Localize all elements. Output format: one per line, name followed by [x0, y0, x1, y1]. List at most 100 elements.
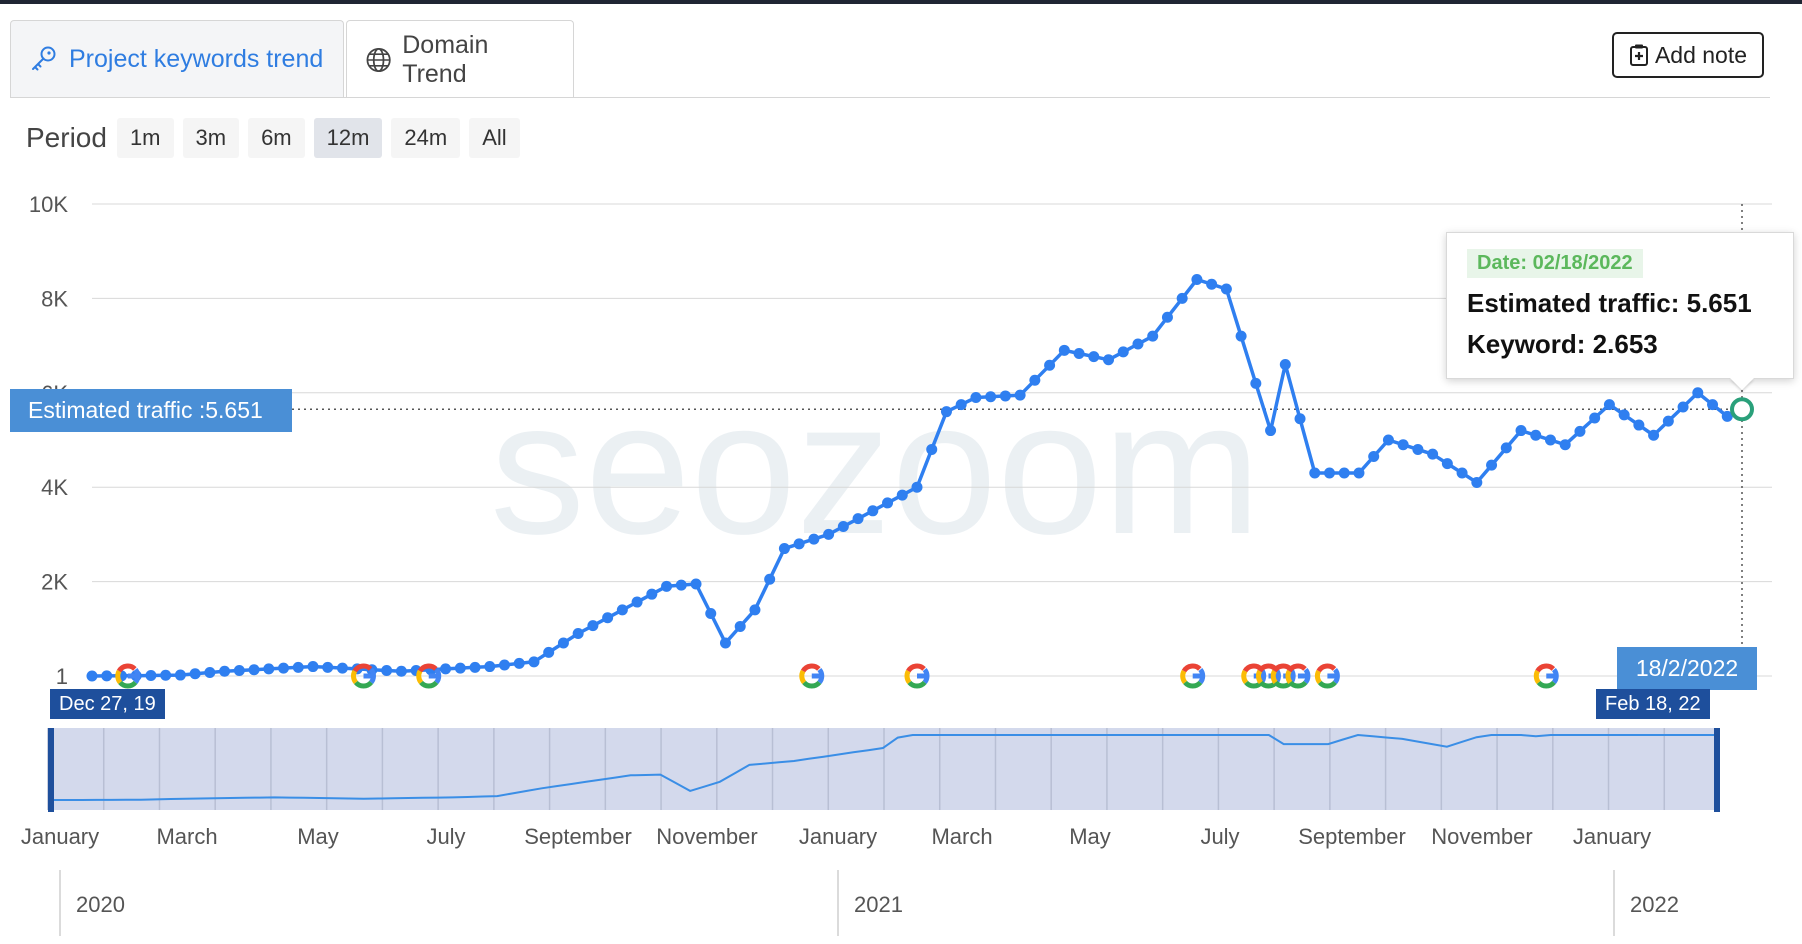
traffic-point[interactable] [1088, 351, 1100, 363]
traffic-point[interactable] [1279, 358, 1291, 370]
google-update-icon[interactable] [1314, 663, 1340, 689]
traffic-point[interactable] [1029, 374, 1041, 386]
traffic-point[interactable] [1471, 476, 1483, 488]
navigator-left-handle[interactable] [48, 728, 54, 812]
traffic-point[interactable] [1456, 467, 1468, 479]
traffic-point[interactable] [1427, 448, 1439, 460]
navigator-right-handle[interactable] [1714, 728, 1720, 812]
google-update-icon[interactable] [1533, 663, 1559, 689]
traffic-point[interactable] [86, 670, 98, 682]
traffic-point[interactable] [1191, 274, 1203, 286]
traffic-point[interactable] [395, 665, 407, 677]
traffic-point[interactable] [484, 661, 496, 673]
traffic-point[interactable] [1559, 439, 1571, 451]
period-3m-button[interactable]: 3m [182, 118, 240, 158]
add-note-button[interactable]: Add note [1612, 32, 1764, 78]
traffic-point[interactable] [1309, 467, 1321, 479]
traffic-point[interactable] [292, 661, 304, 673]
traffic-point[interactable] [602, 612, 614, 624]
traffic-point[interactable] [778, 543, 790, 555]
traffic-point[interactable] [278, 662, 290, 674]
period-12m-button[interactable]: 12m [313, 118, 383, 158]
range-navigator[interactable] [47, 728, 1720, 812]
traffic-point[interactable] [572, 628, 584, 640]
traffic-point[interactable] [705, 607, 717, 619]
traffic-point[interactable] [1397, 439, 1409, 451]
traffic-point[interactable] [896, 489, 908, 501]
traffic-point[interactable] [1368, 451, 1380, 463]
traffic-point[interactable] [469, 661, 481, 673]
traffic-point[interactable] [1206, 278, 1218, 290]
traffic-point[interactable] [1412, 443, 1424, 455]
traffic-point[interactable] [440, 663, 452, 675]
traffic-point[interactable] [646, 588, 658, 600]
traffic-point[interactable] [145, 670, 157, 682]
traffic-point[interactable] [204, 667, 216, 679]
traffic-point[interactable] [719, 637, 731, 649]
traffic-point[interactable] [675, 579, 687, 591]
traffic-point[interactable] [852, 513, 864, 525]
traffic-point[interactable] [1382, 434, 1394, 446]
traffic-point[interactable] [1707, 399, 1719, 411]
traffic-point[interactable] [1147, 330, 1159, 342]
traffic-point[interactable] [1515, 425, 1527, 437]
tab-project-keywords-trend[interactable]: Project keywords trend [10, 20, 344, 97]
google-update-icon[interactable] [115, 663, 141, 689]
traffic-point[interactable] [616, 604, 628, 616]
traffic-point[interactable] [985, 391, 997, 403]
traffic-point[interactable] [837, 521, 849, 533]
traffic-point[interactable] [1721, 410, 1733, 422]
traffic-point[interactable] [1250, 377, 1262, 389]
traffic-point[interactable] [219, 665, 231, 677]
traffic-point[interactable] [882, 497, 894, 509]
traffic-point[interactable] [1544, 434, 1556, 446]
traffic-point[interactable] [322, 661, 334, 673]
traffic-point[interactable] [1161, 311, 1173, 323]
traffic-point[interactable] [1044, 359, 1056, 371]
traffic-point[interactable] [1603, 399, 1615, 411]
traffic-point[interactable] [454, 662, 466, 674]
traffic-point[interactable] [1500, 442, 1512, 454]
traffic-point[interactable] [1530, 429, 1542, 441]
traffic-point[interactable] [499, 659, 510, 671]
traffic-point[interactable] [1589, 412, 1601, 424]
traffic-point[interactable] [1662, 415, 1674, 427]
traffic-point[interactable] [631, 596, 643, 608]
traffic-point[interactable] [1353, 467, 1365, 479]
traffic-point[interactable] [1574, 425, 1586, 437]
traffic-point[interactable] [528, 656, 540, 668]
traffic-point[interactable] [808, 533, 820, 545]
traffic-point[interactable] [1014, 389, 1026, 401]
traffic-point[interactable] [174, 669, 186, 681]
traffic-point[interactable] [867, 505, 879, 517]
google-update-icon[interactable] [416, 663, 442, 689]
traffic-point[interactable] [587, 620, 599, 632]
period-6m-button[interactable]: 6m [248, 118, 305, 158]
traffic-point[interactable] [926, 443, 938, 455]
traffic-point[interactable] [1677, 401, 1689, 413]
tab-domain-trend[interactable]: Domain Trend [346, 20, 574, 98]
traffic-point[interactable] [543, 646, 555, 658]
traffic-point[interactable] [1220, 283, 1232, 295]
traffic-point[interactable] [1265, 425, 1277, 437]
google-update-icon[interactable] [1180, 663, 1206, 689]
traffic-point[interactable] [1324, 467, 1335, 479]
traffic-point[interactable] [513, 657, 525, 669]
traffic-point[interactable] [381, 664, 393, 676]
google-update-icon[interactable] [799, 663, 825, 689]
traffic-point[interactable] [1633, 419, 1645, 431]
traffic-point[interactable] [248, 664, 260, 676]
period-1m-button[interactable]: 1m [116, 118, 174, 158]
traffic-point[interactable] [661, 580, 673, 592]
hovered-point[interactable] [1730, 397, 1754, 422]
traffic-point[interactable] [263, 663, 275, 675]
traffic-point[interactable] [1294, 413, 1306, 425]
traffic-point[interactable] [1132, 338, 1144, 350]
traffic-point[interactable] [1618, 409, 1630, 421]
traffic-point[interactable] [336, 662, 348, 674]
traffic-point[interactable] [557, 637, 569, 649]
period-all-button[interactable]: All [469, 118, 520, 158]
traffic-point[interactable] [1441, 458, 1453, 470]
traffic-point[interactable] [823, 528, 835, 540]
google-update-icon[interactable] [351, 663, 376, 689]
